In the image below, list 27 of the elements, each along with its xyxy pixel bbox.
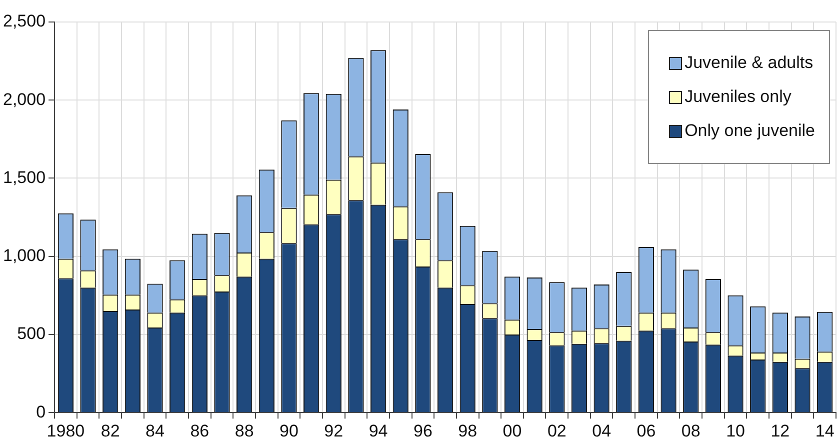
y-tick-label: 500 bbox=[17, 324, 46, 344]
x-tick-label: 90 bbox=[280, 421, 298, 440]
x-tick-label: 14 bbox=[815, 421, 834, 440]
x-tick-label: 12 bbox=[770, 421, 790, 440]
x-tick-label: 08 bbox=[681, 421, 700, 440]
x-tick-label: 04 bbox=[592, 421, 612, 440]
x-tick-label: 82 bbox=[100, 421, 120, 440]
x-tick-label: 88 bbox=[234, 421, 254, 440]
y-tick-label: 0 bbox=[36, 402, 46, 422]
y-tick-label: 1,500 bbox=[2, 168, 46, 187]
y-tick-label: 2,000 bbox=[2, 90, 46, 109]
x-tick-label: 02 bbox=[547, 421, 566, 440]
x-tick-label: 06 bbox=[636, 421, 656, 440]
x-tick-label: 1980 bbox=[46, 421, 85, 440]
legend-label: Only one juvenile bbox=[684, 121, 815, 141]
x-tick-label: 00 bbox=[502, 421, 522, 440]
x-tick-label: 92 bbox=[324, 421, 344, 440]
legend-label: Juveniles only bbox=[684, 87, 792, 107]
x-tick-label: 84 bbox=[146, 421, 164, 440]
x-tick-label: 98 bbox=[458, 421, 478, 440]
x-tick-label: 96 bbox=[413, 421, 432, 440]
x-tick-label: 94 bbox=[368, 421, 388, 440]
x-tick-label: 10 bbox=[726, 421, 745, 440]
y-tick-label: 1,000 bbox=[2, 246, 46, 266]
y-tick-label: 2,500 bbox=[2, 12, 46, 31]
legend-label: Juvenile & adults bbox=[684, 53, 814, 73]
x-tick-label: 86 bbox=[190, 421, 210, 440]
